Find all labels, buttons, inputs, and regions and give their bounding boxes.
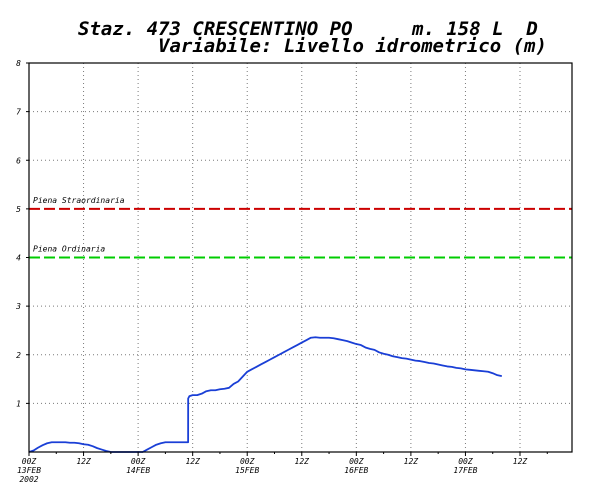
y-tick-label: 6 [16,156,21,165]
y-tick-label: 1 [16,399,21,408]
station-title: Staz. 473 CRESCENTINO PO [78,18,353,40]
x-tick-label: 17FEB [453,466,477,475]
x-tick-label: 2002 [19,475,38,484]
y-tick-label: 2 [16,351,21,360]
x-tick-label: 14FEB [126,466,150,475]
reference-line-label: Piena Straordinaria [33,196,125,205]
x-tick-label: 15FEB [235,466,259,475]
x-tick-label: 12Z [513,457,528,466]
x-tick-label: 12Z [76,457,91,466]
x-tick-label: 12Z [404,457,419,466]
y-tick-label: 4 [16,254,21,263]
x-tick-label: 12Z [295,457,310,466]
reference-line-label: Piena Ordinaria [33,245,105,254]
x-tick-label: 00Z [131,457,146,466]
grid [29,63,572,452]
y-tick-label: 8 [16,59,21,68]
x-tick-label: 00Z [458,457,473,466]
x-tick-label: 00Z [240,457,255,466]
x-tick-label: 00Z [349,457,364,466]
y-tick-label: 5 [16,205,21,214]
station-elevation: m. 158 L D [412,18,538,40]
variable-title: Variabile: Livello idrometrico (m) [158,35,547,57]
x-tick-label: 16FEB [344,466,368,475]
reference-lines: Piena Straordinaria Piena Ordinaria [29,196,572,259]
x-tick-label: 12Z [185,457,200,466]
y-tick-label: 3 [15,302,21,311]
x-tick-label: 00Z [22,457,37,466]
chart-title-block: Staz. 473 CRESCENTINO PO m. 158 L D Vari… [0,0,600,60]
y-tick-label: 7 [16,108,21,117]
x-tick-label: 13FEB [17,466,41,475]
